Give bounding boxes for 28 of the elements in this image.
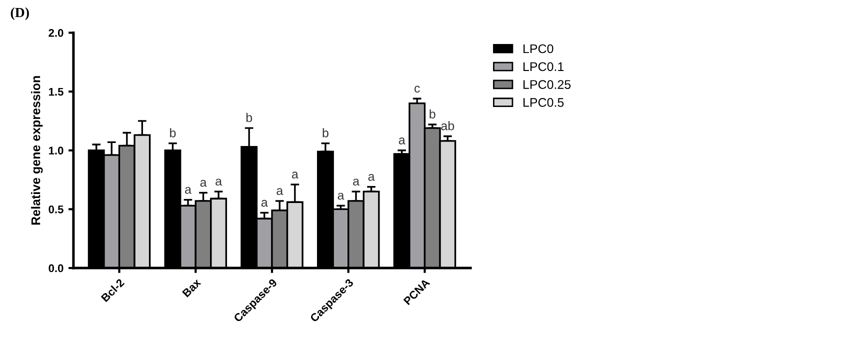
data-label: a <box>200 180 207 187</box>
data-label: a <box>185 186 192 194</box>
x-tick-label: Bax <box>182 278 202 298</box>
legend-label: LPC0.25 <box>523 80 571 89</box>
data-label: ab <box>441 121 454 130</box>
y-axis-title: Relative gene expression <box>31 76 43 225</box>
data-label: b <box>322 128 328 138</box>
data-label: b <box>246 112 252 122</box>
data-label: a <box>368 174 375 181</box>
data-label: c <box>414 86 420 93</box>
chart-title: (D) <box>10 7 29 20</box>
legend-label: LPC0.5 <box>523 98 564 107</box>
data-label: a <box>353 178 360 186</box>
data-label: a <box>338 192 344 200</box>
legend-label: LPC0.1 <box>523 62 564 72</box>
legend-label: LPC0 <box>523 44 554 54</box>
y-tick-label: 0.0 <box>48 264 64 272</box>
data-label: a <box>276 188 284 195</box>
y-tick-label: 1.5 <box>48 88 64 96</box>
data-label: a <box>261 200 268 207</box>
data-label: a <box>216 178 222 186</box>
y-tick-label: 1.0 <box>48 146 64 155</box>
data-label: b <box>430 109 436 118</box>
data-label: b <box>170 128 176 138</box>
y-tick-label: 2.0 <box>48 29 64 37</box>
y-tick-label: 0.5 <box>48 205 64 214</box>
data-label: a <box>398 138 406 144</box>
data-label: a <box>292 172 298 178</box>
